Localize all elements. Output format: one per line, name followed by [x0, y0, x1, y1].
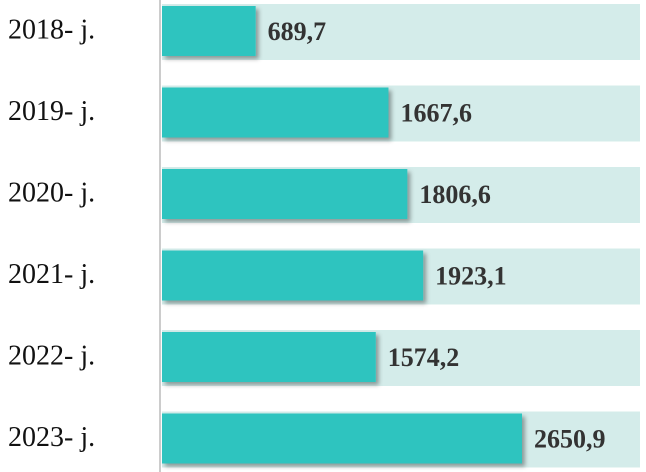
bar: [162, 169, 408, 219]
value-label: 1574,2: [388, 343, 460, 372]
bar: [162, 332, 376, 382]
x-tick-label: 2019- j.: [8, 96, 95, 127]
value-label: 1667,6: [400, 98, 472, 127]
bar: [162, 250, 424, 301]
x-tick-label: 2018- j.: [8, 14, 95, 45]
x-tick-label: 2021- j.: [8, 259, 95, 290]
x-tick-label: 2023- j.: [8, 422, 95, 453]
value-label: 1806,6: [419, 180, 491, 209]
bar: [162, 413, 522, 464]
value-label: 689,7: [268, 17, 327, 46]
bar: [162, 87, 389, 138]
x-tick-label: 2020- j.: [8, 177, 95, 208]
bar: [162, 6, 256, 56]
value-label: 1923,1: [435, 261, 507, 290]
x-tick-label: 2022- j.: [8, 340, 95, 371]
value-label: 2650,9: [534, 424, 606, 453]
